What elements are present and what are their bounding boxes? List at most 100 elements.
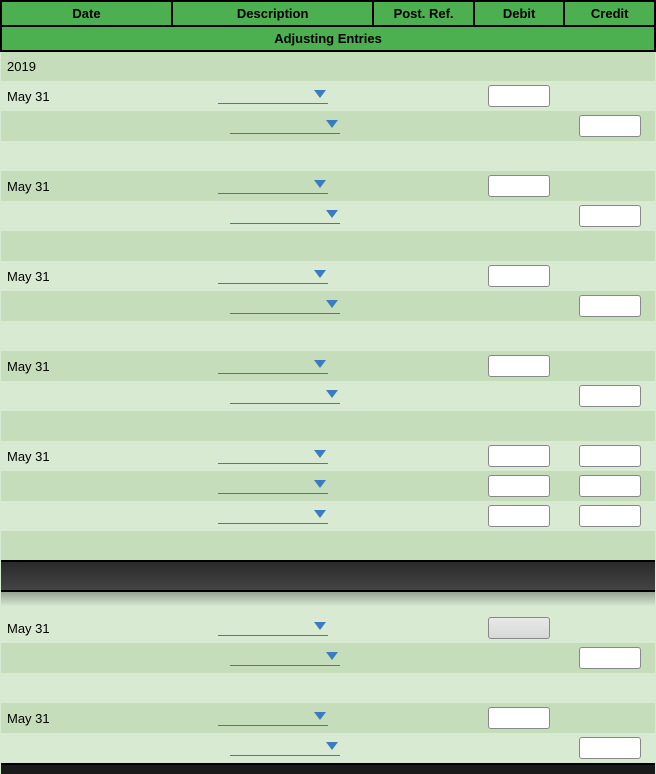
account-dropdown[interactable] <box>218 86 328 104</box>
account-dropdown[interactable] <box>218 266 328 284</box>
account-dropdown[interactable] <box>230 648 340 666</box>
debit-cell <box>474 291 565 321</box>
description-cell <box>172 171 373 201</box>
date-cell-empty <box>1 291 172 321</box>
journal-line: May 31 <box>1 351 655 381</box>
journal-line: May 31 <box>1 171 655 201</box>
credit-cell <box>564 351 655 381</box>
amount-input[interactable] <box>488 475 550 497</box>
subtitle-cell: Adjusting Entries <box>1 26 655 51</box>
chevron-down-icon <box>314 360 326 368</box>
spacer-row <box>1 321 655 351</box>
year-cell: 2019 <box>1 51 655 81</box>
account-dropdown[interactable] <box>218 618 328 636</box>
subtitle-row: Adjusting Entries <box>1 26 655 51</box>
description-cell <box>172 201 373 231</box>
amount-input[interactable] <box>488 355 550 377</box>
amount-input[interactable] <box>579 505 641 527</box>
post-ref-cell <box>373 201 474 231</box>
amount-input[interactable] <box>579 295 641 317</box>
header-credit: Credit <box>564 1 655 26</box>
credit-cell <box>564 703 655 733</box>
amount-input[interactable] <box>579 115 641 137</box>
spacer-cell <box>1 321 655 351</box>
chevron-down-icon <box>314 480 326 488</box>
account-dropdown[interactable] <box>218 506 328 524</box>
chevron-down-icon <box>326 210 338 218</box>
description-cell <box>172 441 373 471</box>
account-dropdown[interactable] <box>218 708 328 726</box>
chevron-down-icon <box>314 450 326 458</box>
amount-input[interactable] <box>488 505 550 527</box>
chevron-down-icon <box>314 712 326 720</box>
description-cell <box>172 381 373 411</box>
credit-cell <box>564 291 655 321</box>
credit-cell <box>564 111 655 141</box>
section-divider <box>1 561 655 591</box>
chevron-down-icon <box>314 90 326 98</box>
amount-input[interactable] <box>488 85 550 107</box>
amount-input[interactable] <box>488 707 550 729</box>
amount-input[interactable] <box>488 175 550 197</box>
date-cell-empty <box>1 643 172 673</box>
account-dropdown[interactable] <box>230 206 340 224</box>
spacer-cell <box>1 231 655 261</box>
debit-cell <box>474 501 565 531</box>
debit-cell <box>474 643 565 673</box>
date-cell: May 31 <box>1 171 172 201</box>
description-cell <box>172 501 373 531</box>
spacer-cell <box>1 673 655 703</box>
section-divider-bar <box>1 561 655 591</box>
account-dropdown[interactable] <box>230 296 340 314</box>
header-post-ref: Post. Ref. <box>373 1 474 26</box>
bottom-bar <box>1 764 655 774</box>
credit-cell <box>564 643 655 673</box>
section-shadow-row <box>1 591 655 613</box>
account-dropdown[interactable] <box>230 116 340 134</box>
amount-input[interactable] <box>488 445 550 467</box>
post-ref-cell <box>373 733 474 764</box>
post-ref-cell <box>373 613 474 643</box>
year-row: 2019 <box>1 51 655 81</box>
account-dropdown[interactable] <box>218 176 328 194</box>
post-ref-cell <box>373 643 474 673</box>
date-cell: May 31 <box>1 613 172 643</box>
journal-line: May 31 <box>1 703 655 733</box>
post-ref-cell <box>373 381 474 411</box>
debit-cell <box>474 441 565 471</box>
description-cell <box>172 81 373 111</box>
chevron-down-icon <box>314 622 326 630</box>
description-cell <box>172 703 373 733</box>
account-dropdown[interactable] <box>218 446 328 464</box>
credit-cell <box>564 733 655 764</box>
chevron-down-icon <box>326 742 338 750</box>
description-cell <box>172 291 373 321</box>
amount-input[interactable] <box>579 737 641 759</box>
header-date: Date <box>1 1 172 26</box>
account-dropdown[interactable] <box>218 356 328 374</box>
credit-cell <box>564 613 655 643</box>
account-dropdown[interactable] <box>218 476 328 494</box>
journal-line <box>1 201 655 231</box>
amount-input[interactable] <box>488 617 550 639</box>
amount-input[interactable] <box>579 445 641 467</box>
amount-input[interactable] <box>579 647 641 669</box>
amount-input[interactable] <box>579 385 641 407</box>
chevron-down-icon <box>326 652 338 660</box>
account-dropdown[interactable] <box>230 738 340 756</box>
amount-input[interactable] <box>579 475 641 497</box>
spacer-row <box>1 531 655 561</box>
bottom-bar-row <box>1 764 655 774</box>
account-dropdown[interactable] <box>230 386 340 404</box>
amount-input[interactable] <box>579 205 641 227</box>
credit-cell <box>564 261 655 291</box>
chevron-down-icon <box>326 120 338 128</box>
credit-cell <box>564 171 655 201</box>
debit-cell <box>474 171 565 201</box>
date-cell: May 31 <box>1 261 172 291</box>
debit-cell <box>474 733 565 764</box>
spacer-row <box>1 141 655 171</box>
description-cell <box>172 111 373 141</box>
description-cell <box>172 261 373 291</box>
amount-input[interactable] <box>488 265 550 287</box>
